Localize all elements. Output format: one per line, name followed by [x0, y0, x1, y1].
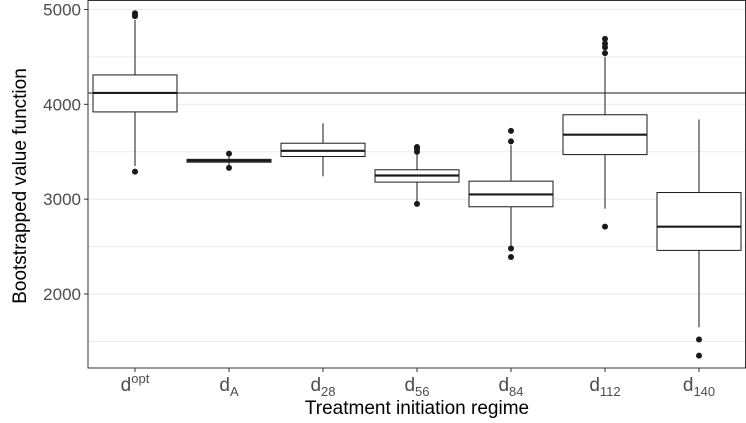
- outlier-point: [696, 336, 702, 343]
- x-tick-base: d: [404, 375, 415, 396]
- outlier-point: [508, 245, 514, 252]
- x-tick-base: d: [219, 375, 230, 396]
- y-axis: 2000 3000 4000 5000: [43, 0, 88, 304]
- box-group: [656, 119, 742, 359]
- x-tick-base: d: [498, 375, 509, 396]
- x-tick-label: d112: [589, 375, 620, 399]
- outlier-point: [414, 200, 420, 207]
- box: [656, 192, 742, 251]
- x-tick-subscript: 28: [321, 384, 335, 399]
- x-tick-label: d140: [683, 375, 715, 399]
- x-tick-base: d: [589, 375, 600, 396]
- outlier-point: [226, 150, 232, 157]
- box-group: [92, 10, 178, 175]
- x-tick-subscript: A: [230, 384, 239, 399]
- x-tick-label: d56: [404, 375, 429, 399]
- outlier-point: [602, 35, 608, 42]
- box-group: [468, 127, 554, 261]
- x-tick-label: d84: [498, 375, 523, 399]
- outlier-point: [414, 144, 420, 151]
- outlier-point: [508, 138, 514, 145]
- outlier-point: [132, 10, 138, 17]
- x-tick-base: d: [310, 375, 321, 396]
- x-tick-label: dA: [219, 375, 239, 399]
- y-axis-title: Bootstrapped value function: [10, 68, 31, 304]
- outlier-point: [508, 254, 514, 261]
- box-group: [374, 144, 460, 207]
- x-tick-label: d28: [310, 375, 335, 399]
- y-tick-label: 2000: [43, 285, 81, 304]
- x-tick-superscript: opt: [131, 371, 149, 386]
- y-tick-label: 4000: [43, 95, 81, 114]
- x-tick-base: d: [683, 375, 694, 396]
- outlier-point: [226, 164, 232, 171]
- outlier-point: [602, 50, 608, 57]
- boxes-layer: [92, 10, 742, 359]
- outlier-point: [132, 168, 138, 175]
- outlier-point: [696, 352, 702, 359]
- box-group: [280, 123, 366, 177]
- x-tick-subscript: 56: [415, 384, 429, 399]
- x-axis-title: Treatment initiation regime: [305, 398, 529, 419]
- box-group: [186, 150, 272, 171]
- outlier-point: [602, 40, 608, 47]
- x-tick-subscript: 140: [693, 384, 715, 399]
- y-tick-label: 3000: [43, 190, 81, 209]
- x-tick-label: dopt: [121, 371, 150, 396]
- x-tick-subscript: 84: [509, 384, 523, 399]
- outlier-point: [508, 127, 514, 134]
- y-tick-label: 5000: [43, 0, 81, 19]
- outlier-point: [602, 223, 608, 230]
- x-axis: dopt dA d28 d56 d84 d112 d140: [121, 368, 715, 399]
- x-tick-base: d: [121, 375, 132, 396]
- box-group: [562, 35, 648, 230]
- x-tick-subscript: 112: [600, 384, 621, 399]
